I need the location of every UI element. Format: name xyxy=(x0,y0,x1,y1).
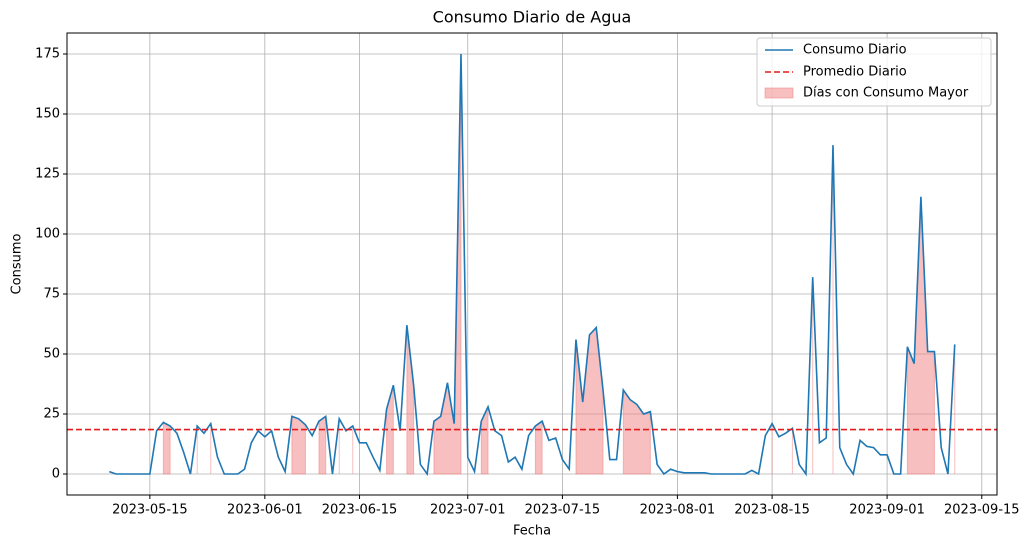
line xyxy=(109,53,956,477)
legend-label: Consumo Diario xyxy=(803,43,907,58)
legend-label: Días con Consumo Mayor xyxy=(803,86,969,101)
above-mean-fill xyxy=(906,196,935,475)
y-tick-label: 50 xyxy=(43,347,60,362)
legend-box xyxy=(756,37,992,107)
y-tick-label: 25 xyxy=(43,407,60,422)
legend-fill-key xyxy=(764,87,794,99)
x-tick-label: 2023-05-15 xyxy=(112,503,188,518)
above-mean-fill xyxy=(291,415,306,475)
x-axis-label: Fecha xyxy=(513,524,551,539)
above-mean-fill xyxy=(480,406,489,475)
y-tick-label: 100 xyxy=(35,227,60,242)
plot-frame xyxy=(66,32,998,496)
y-axis-label: Consumo xyxy=(10,234,25,295)
y-tick-label: 0 xyxy=(52,467,60,482)
x-tick-label: 2023-08-15 xyxy=(734,503,810,518)
x-tick-label: 2023-09-15 xyxy=(944,503,1020,518)
x-tick-label: 2023-07-15 xyxy=(525,503,601,518)
legend: Consumo Diario Promedio Diario Días con Co… xyxy=(756,37,992,107)
chart-title: Consumo Diario de Agua xyxy=(433,8,632,27)
y-tick-label: 125 xyxy=(35,167,60,182)
y-tick-label: 75 xyxy=(43,287,60,302)
x-tick-label: 2023-06-15 xyxy=(322,503,398,518)
legend-label: Promedio Diario xyxy=(803,65,907,80)
above-mean-fill xyxy=(318,415,327,475)
above-mean-fill xyxy=(622,388,651,475)
above-mean-fill xyxy=(406,325,415,475)
x-tick-label: 2023-08-01 xyxy=(640,503,716,518)
x-tick-label: 2023-07-01 xyxy=(430,503,506,518)
x-tick-label: 2023-06-01 xyxy=(227,503,303,518)
x-tick-label: 2023-09-01 xyxy=(849,503,925,518)
y-tick-label: 175 xyxy=(35,47,60,62)
y-tick-label: 150 xyxy=(35,107,60,122)
